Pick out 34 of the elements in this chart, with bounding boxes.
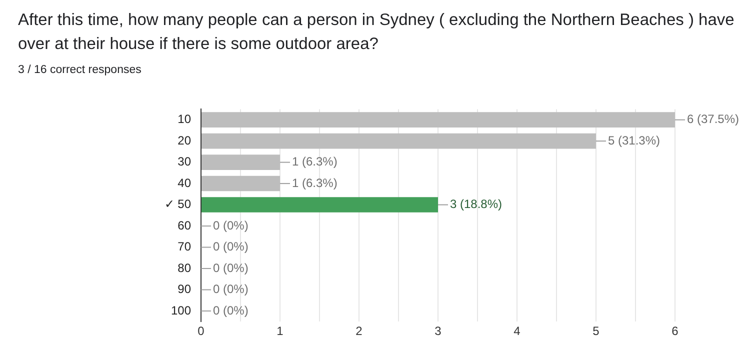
data-label: 0 (0%) — [213, 260, 248, 275]
bar — [202, 133, 596, 149]
bar — [202, 176, 280, 192]
y-tick-label: 100 — [170, 303, 192, 318]
data-label: 5 (31.3%) — [608, 133, 660, 148]
y-tick-label: 10 — [178, 112, 192, 126]
x-tick-label: 4 — [514, 324, 521, 338]
text: 3 / 16 correct responses — [18, 64, 142, 76]
y-tick-label: 80 — [178, 260, 192, 275]
y-tick-label: 40 — [178, 176, 192, 190]
bar — [202, 197, 438, 212]
data-label: 1 (6.3%) — [292, 154, 338, 169]
y-tick-label: 90 — [178, 282, 192, 296]
data-label: 0 (0%) — [213, 282, 248, 296]
x-tick-label: 1 — [276, 324, 284, 338]
data-label: 3 (18.8%) — [450, 197, 502, 212]
x-tick-label: 6 — [672, 324, 679, 338]
data-label: 1 (6.3%) — [292, 176, 338, 190]
x-tick-label: 0 — [198, 324, 205, 338]
data-label: 0 (0%) — [213, 303, 248, 318]
bar — [202, 112, 675, 128]
y-tick-label: 70 — [178, 240, 192, 254]
chart-title: After this time, how many people can a person in Sydney ( excluding the Northern Beaches ) have over at their house if there is some outdoor area? — [18, 10, 736, 55]
data-label: 0 (0%) — [213, 240, 248, 254]
data-label: 0 (0%) — [213, 218, 248, 232]
x-tick-label: 3 — [434, 324, 442, 338]
data-label: 6 (37.5%) — [687, 112, 740, 126]
y-tick-label: 20 — [178, 133, 192, 148]
x-tick-label: 5 — [592, 324, 600, 338]
x-tick-label: 2 — [356, 324, 363, 338]
y-tick-label: 30 — [178, 154, 192, 169]
y-tick-label: 60 — [178, 218, 192, 232]
bar — [202, 154, 280, 170]
y-tick-label: ✓ 50 — [164, 197, 192, 212]
